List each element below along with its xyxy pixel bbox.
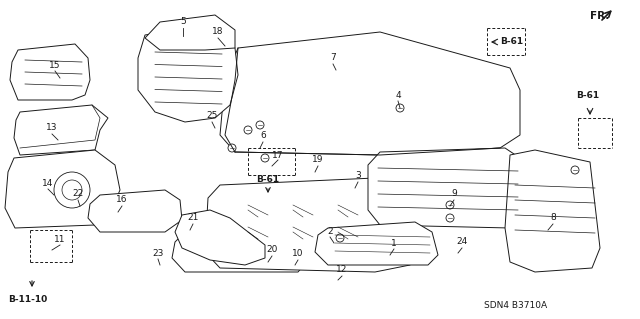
Circle shape xyxy=(256,121,264,129)
Circle shape xyxy=(446,201,454,209)
Polygon shape xyxy=(145,15,235,50)
Text: 21: 21 xyxy=(188,213,198,222)
Polygon shape xyxy=(220,32,520,155)
Text: 13: 13 xyxy=(46,123,58,132)
Text: 7: 7 xyxy=(330,54,336,63)
Polygon shape xyxy=(14,105,108,155)
Circle shape xyxy=(571,166,579,174)
Text: 18: 18 xyxy=(212,27,224,36)
Text: 20: 20 xyxy=(266,246,278,255)
Text: 5: 5 xyxy=(180,18,186,26)
Text: 24: 24 xyxy=(456,238,468,247)
Text: FR.: FR. xyxy=(590,11,609,21)
Text: 25: 25 xyxy=(206,112,218,121)
Text: 23: 23 xyxy=(152,249,164,257)
Polygon shape xyxy=(172,228,310,272)
Polygon shape xyxy=(175,210,265,265)
Circle shape xyxy=(54,172,90,208)
Text: 16: 16 xyxy=(116,196,128,204)
Text: 3: 3 xyxy=(355,172,361,181)
Circle shape xyxy=(244,126,252,134)
Circle shape xyxy=(261,154,269,162)
Polygon shape xyxy=(368,148,525,228)
Text: 17: 17 xyxy=(272,151,284,160)
Circle shape xyxy=(336,234,344,242)
Text: 2: 2 xyxy=(327,226,333,235)
Text: 1: 1 xyxy=(391,239,397,248)
Circle shape xyxy=(396,104,404,112)
Text: B-11-10: B-11-10 xyxy=(8,295,47,305)
Text: 22: 22 xyxy=(72,189,84,198)
Polygon shape xyxy=(138,25,238,122)
Text: 12: 12 xyxy=(336,265,348,275)
Polygon shape xyxy=(505,150,600,272)
Circle shape xyxy=(228,144,236,152)
Text: 8: 8 xyxy=(550,213,556,222)
Polygon shape xyxy=(205,178,420,272)
Text: 10: 10 xyxy=(292,249,304,258)
Polygon shape xyxy=(315,222,438,265)
Circle shape xyxy=(446,214,454,222)
Text: 6: 6 xyxy=(260,131,266,140)
Text: 15: 15 xyxy=(49,61,61,70)
Circle shape xyxy=(62,180,82,200)
Text: 14: 14 xyxy=(42,179,54,188)
Polygon shape xyxy=(10,44,90,100)
Text: B-61: B-61 xyxy=(500,38,523,47)
Text: 19: 19 xyxy=(312,155,324,165)
Text: 9: 9 xyxy=(451,189,457,198)
Text: 11: 11 xyxy=(54,234,66,243)
Text: SDN4 B3710A: SDN4 B3710A xyxy=(484,300,547,309)
Text: B-61: B-61 xyxy=(257,175,280,184)
Polygon shape xyxy=(5,150,120,228)
Text: B-61: B-61 xyxy=(576,92,599,100)
Text: 4: 4 xyxy=(395,91,401,100)
Polygon shape xyxy=(88,190,182,232)
